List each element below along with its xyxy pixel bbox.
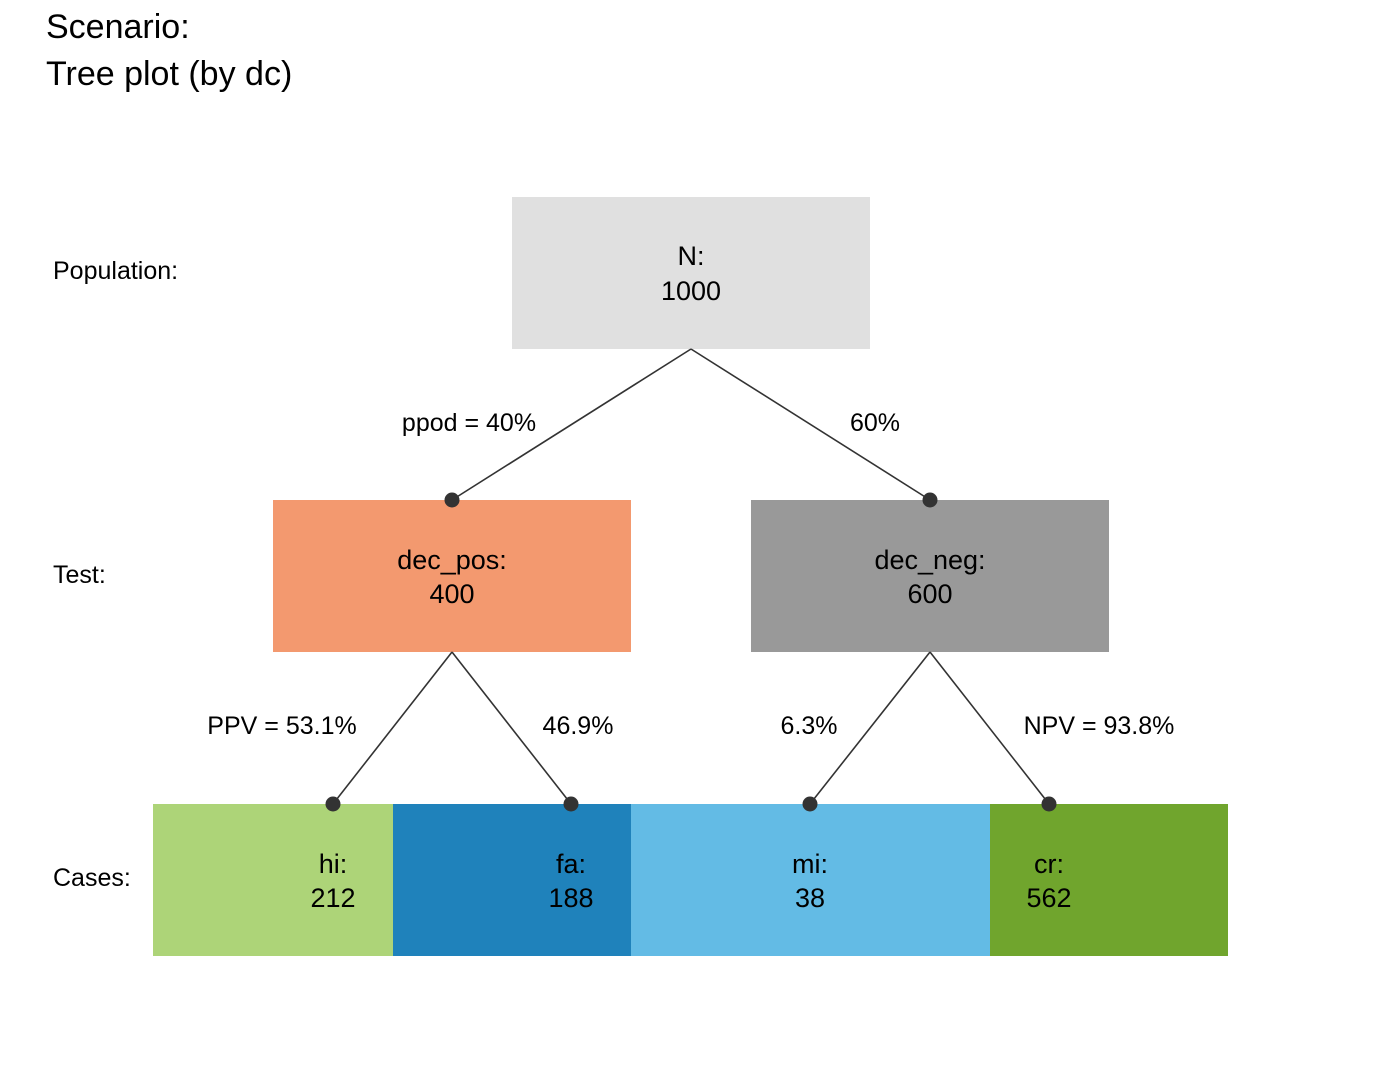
node-box-mi	[631, 804, 990, 956]
node-value-dec-neg: 600	[907, 579, 952, 609]
node-box-fa	[393, 804, 631, 956]
node-label-dec-neg: dec_neg:	[874, 545, 985, 575]
edge-label-npv: NPV = 93.8%	[1024, 712, 1175, 740]
node-label-cr: cr:	[1034, 849, 1064, 879]
edge-dec-neg-to-cr	[929, 651, 1050, 805]
node-label-dec-pos: dec_pos:	[397, 545, 507, 575]
node-label-mi: mi:	[792, 849, 828, 879]
node-label-hi: hi:	[319, 849, 348, 879]
edge-n-to-dec-neg	[690, 348, 931, 501]
node-value-mi: 38	[795, 883, 825, 913]
node-box-hi	[153, 804, 393, 956]
node-value-cr: 562	[1026, 883, 1071, 913]
node-box-dec-neg	[751, 500, 1109, 652]
node-value-hi: 212	[310, 883, 355, 913]
row-label-test: Test:	[53, 561, 106, 589]
edge-point-mi	[802, 796, 818, 812]
edge-point-hi	[325, 796, 341, 812]
node-box-dec-pos	[273, 500, 631, 652]
node-value-fa: 188	[548, 883, 593, 913]
tree-edges	[332, 348, 1050, 805]
node-value-n: 1000	[661, 276, 721, 306]
edge-label-ppod: ppod = 40%	[402, 409, 536, 437]
edge-point-cr	[1041, 796, 1057, 812]
edge-point-dec-neg	[922, 492, 938, 508]
edge-point-fa	[563, 796, 579, 812]
edge-label-ppv: PPV = 53.1%	[207, 712, 356, 740]
edge-point-dec-pos	[444, 492, 460, 508]
edge-dec-pos-to-hi	[332, 651, 453, 805]
edge-label-n-neg: 60%	[850, 409, 900, 437]
edge-dec-neg-to-mi	[809, 651, 931, 805]
node-label-fa: fa:	[556, 849, 586, 879]
row-label-population: Population:	[53, 257, 178, 285]
node-value-dec-pos: 400	[429, 579, 474, 609]
node-label-n: N:	[678, 241, 705, 271]
node-box-cr	[990, 804, 1228, 956]
plot-title-line2: Tree plot (by dc)	[46, 55, 292, 93]
edge-label-pos-fa: 46.9%	[543, 712, 614, 740]
node-box-n	[512, 197, 870, 349]
edge-dec-pos-to-fa	[451, 651, 572, 805]
edge-label-neg-mi: 6.3%	[781, 712, 838, 740]
row-label-cases: Cases:	[53, 864, 131, 892]
plot-title-line1: Scenario:	[46, 8, 190, 46]
edge-n-to-dec-pos	[451, 348, 692, 501]
